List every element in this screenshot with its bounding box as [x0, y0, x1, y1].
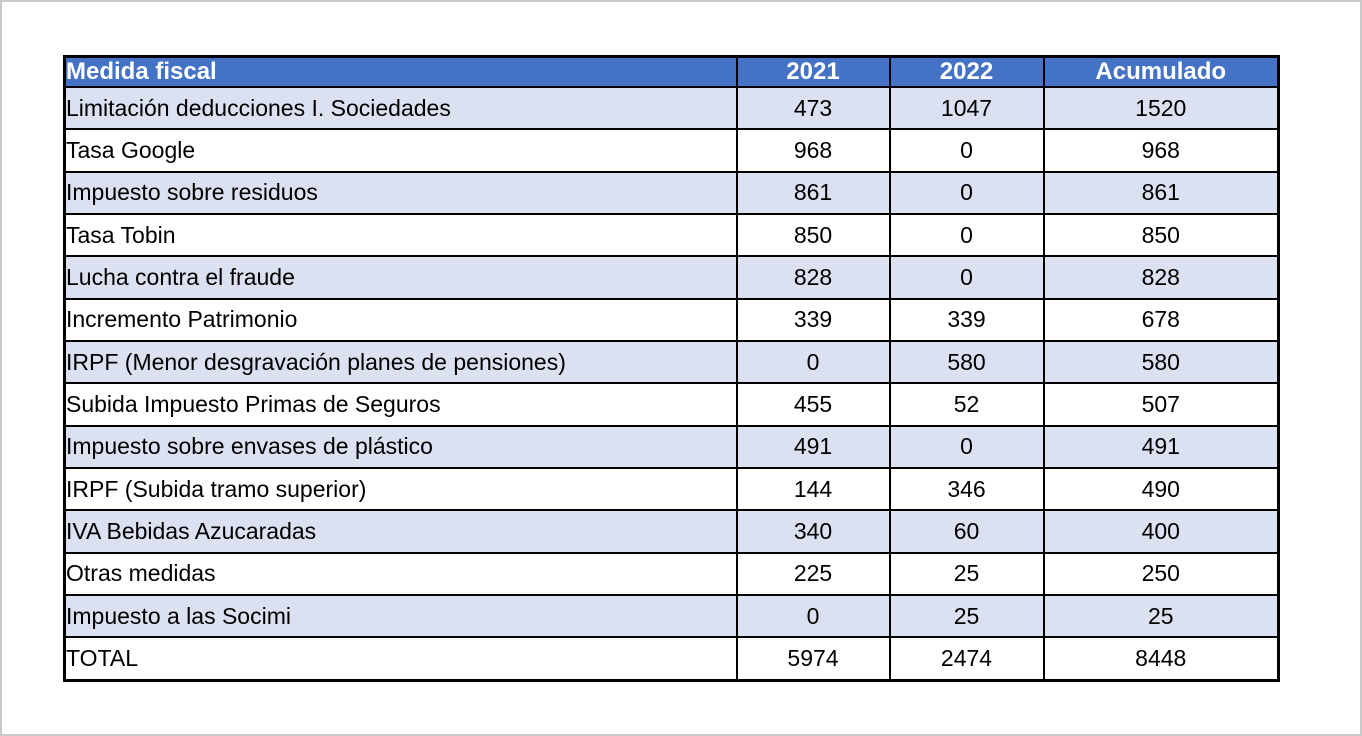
value-2022-cell: 0 [888, 212, 1045, 258]
value-2021-cell: 0 [735, 339, 891, 385]
value-2021-cell: 828 [735, 255, 891, 300]
value-2022-cell: 0 [888, 424, 1045, 469]
header-row: Medida fiscal 2021 2022 Acumulado [63, 55, 1280, 88]
header-cell-acumulado: Acumulado [1042, 55, 1280, 88]
value-acumulado-cell: 250 [1042, 551, 1280, 596]
value-2022-cell: 346 [888, 466, 1045, 512]
value-2022-cell: 25 [888, 593, 1045, 639]
measure-label-cell: IRPF (Menor desgravación planes de pensi… [63, 339, 738, 385]
total-2022-cell: 2474 [888, 636, 1045, 682]
table-row: Tasa Google 968 0 968 [63, 128, 1280, 173]
measure-label-cell: Impuesto a las Socimi [63, 593, 738, 639]
header-cell-medida-fiscal: Medida fiscal [63, 55, 738, 88]
total-row: TOTAL 5974 2474 8448 [63, 636, 1280, 682]
value-2021-cell: 861 [735, 170, 891, 215]
value-acumulado-cell: 828 [1042, 255, 1280, 300]
value-acumulado-cell: 25 [1042, 593, 1280, 639]
value-acumulado-cell: 490 [1042, 466, 1280, 512]
value-2021-cell: 0 [735, 593, 891, 639]
value-2021-cell: 339 [735, 297, 891, 342]
fiscal-measures-table: Medida fiscal 2021 2022 Acumulado Limita… [63, 55, 1280, 682]
value-2021-cell: 473 [735, 85, 891, 131]
value-2021-cell: 455 [735, 382, 891, 427]
value-2021-cell: 491 [735, 424, 891, 469]
measure-label-cell: IRPF (Subida tramo superior) [63, 466, 738, 512]
value-acumulado-cell: 400 [1042, 509, 1280, 554]
value-2021-cell: 225 [735, 551, 891, 596]
value-2021-cell: 968 [735, 128, 891, 173]
table-row: IRPF (Subida tramo superior) 144 346 490 [63, 466, 1280, 512]
value-acumulado-cell: 580 [1042, 339, 1280, 385]
value-2022-cell: 0 [888, 170, 1045, 215]
value-2022-cell: 25 [888, 551, 1045, 596]
value-acumulado-cell: 507 [1042, 382, 1280, 427]
total-2021-cell: 5974 [735, 636, 891, 682]
table-row: IRPF (Menor desgravación planes de pensi… [63, 339, 1280, 385]
value-2021-cell: 850 [735, 212, 891, 258]
value-2022-cell: 0 [888, 255, 1045, 300]
table-row: Tasa Tobin 850 0 850 [63, 212, 1280, 258]
value-acumulado-cell: 491 [1042, 424, 1280, 469]
table-row: Limitación deducciones I. Sociedades 473… [63, 85, 1280, 131]
measure-label-cell: Incremento Patrimonio [63, 297, 738, 342]
table-row: Impuesto sobre envases de plástico 491 0… [63, 424, 1280, 469]
table-row: Impuesto sobre residuos 861 0 861 [63, 170, 1280, 215]
value-2022-cell: 60 [888, 509, 1045, 554]
measure-label-cell: Tasa Tobin [63, 212, 738, 258]
value-acumulado-cell: 1520 [1042, 85, 1280, 131]
table-row: Otras medidas 225 25 250 [63, 551, 1280, 596]
table-row: Impuesto a las Socimi 0 25 25 [63, 593, 1280, 639]
value-2022-cell: 0 [888, 128, 1045, 173]
measure-label-cell: Subida Impuesto Primas de Seguros [63, 382, 738, 427]
value-2022-cell: 1047 [888, 85, 1045, 131]
measure-label-cell: Limitación deducciones I. Sociedades [63, 85, 738, 131]
header-cell-2021: 2021 [735, 55, 891, 88]
value-2022-cell: 339 [888, 297, 1045, 342]
table-row: Incremento Patrimonio 339 339 678 [63, 297, 1280, 342]
value-acumulado-cell: 968 [1042, 128, 1280, 173]
measure-label-cell: Otras medidas [63, 551, 738, 596]
table-row: IVA Bebidas Azucaradas 340 60 400 [63, 509, 1280, 554]
measure-label-cell: Lucha contra el fraude [63, 255, 738, 300]
measure-label-cell: Impuesto sobre residuos [63, 170, 738, 215]
measure-label-cell: Impuesto sobre envases de plástico [63, 424, 738, 469]
value-2021-cell: 340 [735, 509, 891, 554]
total-acumulado-cell: 8448 [1042, 636, 1280, 682]
measure-label-cell: IVA Bebidas Azucaradas [63, 509, 738, 554]
header-cell-2022: 2022 [888, 55, 1045, 88]
measure-label-cell: Tasa Google [63, 128, 738, 173]
table-row: Subida Impuesto Primas de Seguros 455 52… [63, 382, 1280, 427]
value-acumulado-cell: 861 [1042, 170, 1280, 215]
value-2021-cell: 144 [735, 466, 891, 512]
table-row: Lucha contra el fraude 828 0 828 [63, 255, 1280, 300]
value-2022-cell: 52 [888, 382, 1045, 427]
value-acumulado-cell: 678 [1042, 297, 1280, 342]
value-2022-cell: 580 [888, 339, 1045, 385]
total-label-cell: TOTAL [63, 636, 738, 682]
value-acumulado-cell: 850 [1042, 212, 1280, 258]
